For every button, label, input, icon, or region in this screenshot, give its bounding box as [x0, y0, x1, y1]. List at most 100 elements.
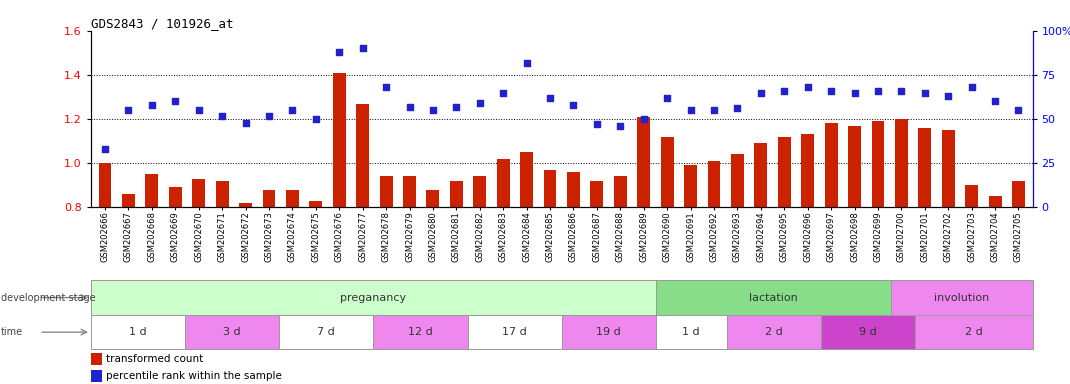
Bar — [98, 163, 111, 207]
Point — [447, 104, 464, 110]
Point — [916, 89, 933, 96]
Text: 1 d: 1 d — [129, 327, 147, 337]
Text: 7 d: 7 d — [318, 327, 335, 337]
Bar — [169, 187, 182, 207]
Bar — [373, 315, 468, 349]
Bar — [638, 117, 651, 207]
Point — [96, 146, 113, 152]
Point — [682, 107, 699, 113]
Text: preganancy: preganancy — [340, 293, 407, 303]
Text: 17 d: 17 d — [502, 327, 528, 337]
Bar — [193, 179, 205, 207]
Point — [776, 88, 793, 94]
Bar — [279, 315, 373, 349]
Point — [236, 119, 254, 126]
Point — [354, 45, 371, 51]
Bar — [660, 137, 674, 207]
Text: percentile rank within the sample: percentile rank within the sample — [106, 371, 281, 381]
Bar — [965, 185, 978, 207]
Text: 1 d: 1 d — [683, 327, 700, 337]
Point — [588, 121, 606, 127]
Point — [425, 107, 442, 113]
Bar — [91, 370, 103, 382]
Bar — [731, 154, 744, 207]
Bar — [778, 137, 791, 207]
Point — [260, 113, 277, 119]
Bar — [239, 203, 251, 207]
Bar — [380, 177, 393, 207]
Bar — [544, 170, 556, 207]
Point — [987, 98, 1004, 104]
Bar — [262, 190, 275, 207]
Bar — [754, 143, 767, 207]
Bar — [614, 177, 627, 207]
Text: GDS2843 / 101926_at: GDS2843 / 101926_at — [91, 17, 233, 30]
Point — [1010, 107, 1027, 113]
Text: 9 d: 9 d — [859, 327, 876, 337]
Bar — [496, 159, 509, 207]
Point — [378, 84, 395, 90]
Bar — [216, 181, 229, 207]
Bar — [825, 124, 838, 207]
Point — [471, 100, 488, 106]
Bar — [942, 130, 954, 207]
Bar — [872, 121, 885, 207]
Bar — [821, 315, 915, 349]
Bar — [333, 73, 346, 207]
Point — [659, 95, 676, 101]
Bar — [707, 161, 720, 207]
Text: time: time — [1, 327, 24, 337]
Bar — [356, 104, 369, 207]
Point — [870, 88, 887, 94]
Point — [939, 93, 957, 99]
Text: 2 d: 2 d — [965, 327, 982, 337]
Point — [565, 102, 582, 108]
Bar — [684, 166, 697, 207]
Text: 19 d: 19 d — [596, 327, 622, 337]
Point — [307, 116, 324, 122]
Bar — [849, 126, 861, 207]
Point — [143, 102, 160, 108]
Point — [752, 89, 769, 96]
Bar — [801, 134, 814, 207]
Bar — [891, 280, 1033, 315]
Bar — [91, 280, 656, 315]
Point — [284, 107, 301, 113]
Text: involution: involution — [934, 293, 990, 303]
Bar — [122, 194, 135, 207]
Bar — [449, 181, 463, 207]
Point — [518, 60, 535, 66]
Bar — [727, 315, 821, 349]
Text: 12 d: 12 d — [408, 327, 433, 337]
Text: lactation: lactation — [749, 293, 798, 303]
Bar — [520, 152, 533, 207]
Bar — [185, 315, 279, 349]
Bar — [989, 196, 1002, 207]
Bar — [656, 280, 891, 315]
Point — [846, 89, 863, 96]
Bar — [915, 315, 1033, 349]
Text: 3 d: 3 d — [224, 327, 241, 337]
Bar — [468, 315, 562, 349]
Text: 2 d: 2 d — [765, 327, 782, 337]
Point — [214, 113, 231, 119]
Point — [494, 89, 511, 96]
Bar — [427, 190, 440, 207]
Bar — [91, 353, 103, 365]
Point — [612, 123, 629, 129]
Bar — [562, 315, 656, 349]
Point — [799, 84, 816, 90]
Bar — [91, 315, 185, 349]
Bar — [1012, 181, 1025, 207]
Point — [705, 107, 722, 113]
Bar — [656, 315, 727, 349]
Bar — [591, 181, 603, 207]
Point — [331, 49, 348, 55]
Bar — [146, 174, 158, 207]
Point — [636, 116, 653, 122]
Bar — [403, 177, 416, 207]
Point — [167, 98, 184, 104]
Bar — [918, 128, 931, 207]
Bar — [309, 201, 322, 207]
Point — [963, 84, 980, 90]
